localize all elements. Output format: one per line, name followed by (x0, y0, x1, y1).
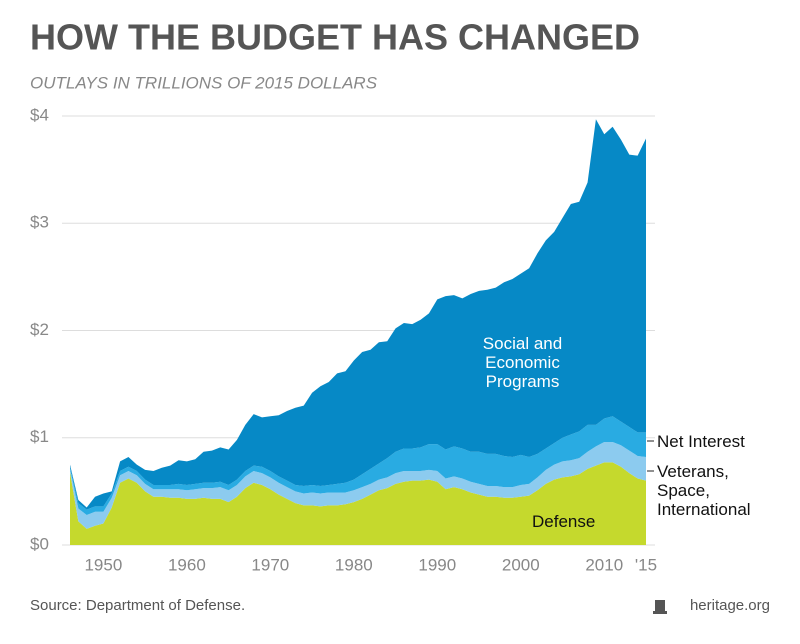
y-tick-label: $2 (30, 320, 49, 339)
veterans-label: Veterans, Space, International (657, 462, 751, 519)
area (70, 416, 646, 515)
credit-icon (653, 600, 667, 614)
y-tick-label: $3 (30, 213, 49, 232)
x-tick-label: 2010 (585, 555, 623, 574)
chart-subtitle: OUTLAYS IN TRILLIONS OF 2015 DOLLARS (30, 73, 378, 92)
chart-title: HOW THE BUDGET HAS CHANGED (30, 17, 640, 58)
x-tick-label: 1970 (251, 555, 289, 574)
x-tick-label: 1990 (418, 555, 456, 574)
x-tick-label: 2000 (502, 555, 540, 574)
x-tick-label: 1950 (84, 555, 122, 574)
area (70, 119, 646, 510)
credit: heritage.org (690, 597, 770, 614)
x-tick-label: 1960 (168, 555, 206, 574)
y-tick-label: $1 (30, 427, 49, 446)
x-tick-label: 1980 (335, 555, 373, 574)
y-tick-label: $4 (30, 105, 49, 124)
x-tick-label: '15 (635, 555, 657, 574)
net-interest-label: Net Interest (657, 432, 745, 451)
area (70, 462, 646, 545)
y-tick-label: $0 (30, 534, 49, 553)
area (70, 442, 646, 529)
defense-label: Defense (532, 512, 596, 531)
social-label: Social and Economic Programs (482, 334, 563, 391)
source: Source: Department of Defense. (30, 597, 245, 614)
